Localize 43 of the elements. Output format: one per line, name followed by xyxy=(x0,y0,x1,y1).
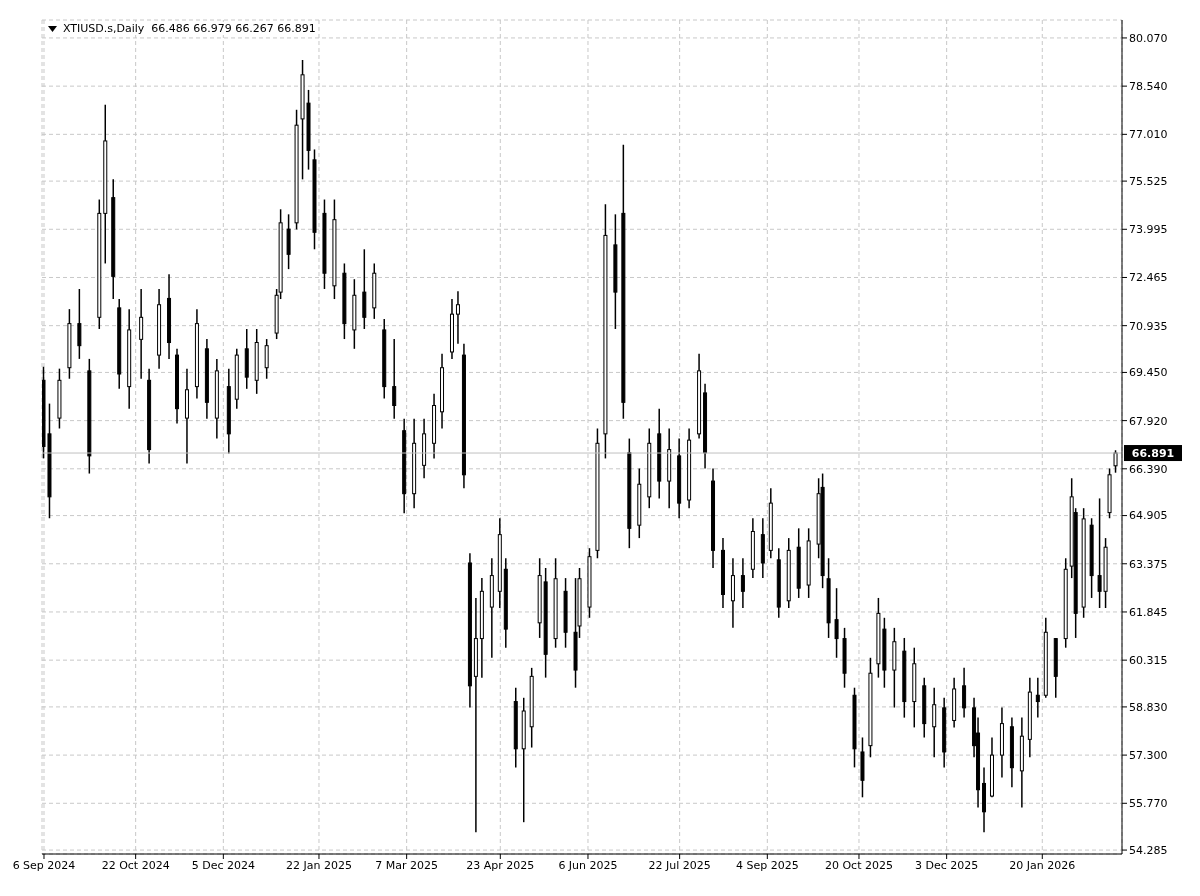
x-tick-label: 20 Jan 2026 xyxy=(1009,858,1076,872)
y-tick-label: 57.300 xyxy=(1129,749,1168,763)
candlestick xyxy=(834,587,839,659)
y-tick-label: 54.285 xyxy=(1129,843,1168,857)
y-tick-label: 70.935 xyxy=(1129,319,1168,333)
x-tick-label: 22 Oct 2024 xyxy=(101,858,170,872)
candlestick xyxy=(740,557,745,609)
x-tick-label: 6 Sep 2024 xyxy=(12,858,76,872)
x-tick-label: 6 Jun 2025 xyxy=(558,858,618,872)
y-tick-label: 64.905 xyxy=(1129,509,1168,523)
y-tick-label: 72.465 xyxy=(1129,271,1168,285)
y-tick-label: 61.845 xyxy=(1129,605,1168,619)
x-tick-label: 7 Mar 2025 xyxy=(375,858,439,872)
candlestick xyxy=(455,290,460,345)
y-tick-label: 75.525 xyxy=(1129,175,1168,188)
y-tick-label: 67.920 xyxy=(1129,414,1168,428)
x-tick-label: 20 Oct 2025 xyxy=(824,858,893,872)
x-tick-label: 23 Apr 2025 xyxy=(466,858,535,872)
candlestick xyxy=(932,686,937,759)
candlestick xyxy=(264,338,269,380)
y-tick-label: 69.450 xyxy=(1129,366,1168,380)
y-tick-label: 73.995 xyxy=(1129,223,1168,237)
y-tick-label: 78.540 xyxy=(1129,80,1168,94)
candlestick xyxy=(962,667,967,719)
candlestick xyxy=(139,288,144,380)
y-tick-label: 55.770 xyxy=(1129,797,1168,811)
candlestick xyxy=(1113,449,1118,474)
candlestick xyxy=(1035,676,1040,719)
y-tick-label: 60.315 xyxy=(1129,654,1168,668)
x-tick-label: 22 Jul 2025 xyxy=(648,858,711,872)
x-tick-label: 22 Jan 2025 xyxy=(286,858,352,872)
ref-line-label: 66.891 xyxy=(1131,447,1175,461)
candlestick xyxy=(77,288,82,360)
candlestick xyxy=(392,338,397,420)
y-tick-label: 80.070 xyxy=(1129,31,1168,45)
chart-title: XTIUSD.s,Daily 66.486 66.979 66.267 66.891 xyxy=(63,22,316,35)
y-tick-label: 63.375 xyxy=(1129,557,1168,571)
y-tick-label: 77.010 xyxy=(1129,128,1168,142)
x-tick-label: 3 Dec 2025 xyxy=(915,858,979,872)
x-tick-label: 4 Sep 2025 xyxy=(735,858,799,872)
y-tick-label: 66.390 xyxy=(1129,462,1168,476)
y-tick-label: 58.830 xyxy=(1129,700,1168,714)
x-tick-label: 5 Dec 2024 xyxy=(191,858,255,872)
